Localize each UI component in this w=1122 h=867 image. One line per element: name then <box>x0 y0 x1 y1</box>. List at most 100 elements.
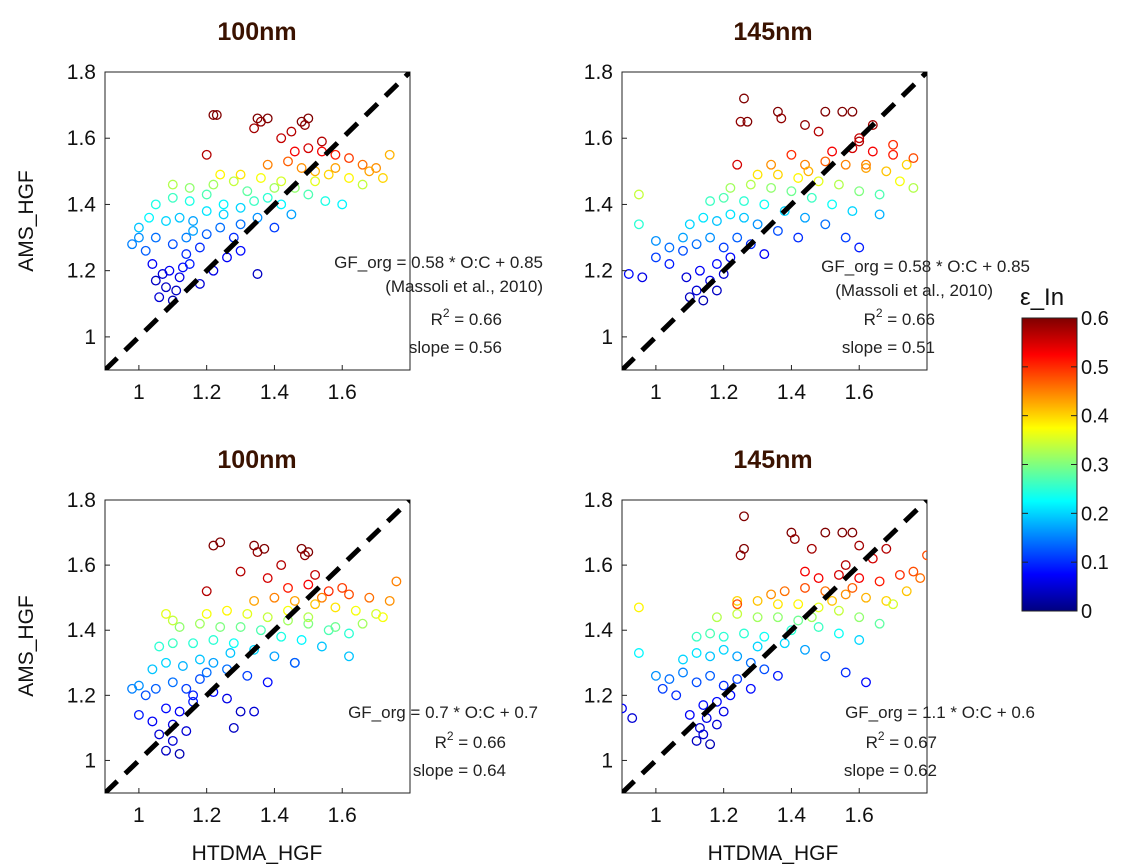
data-point <box>181 249 192 260</box>
data-point <box>377 612 388 623</box>
y-tick-label: 1.2 <box>67 684 96 707</box>
data-point <box>861 592 871 603</box>
data-point <box>752 612 763 623</box>
x-tick-label: 1.6 <box>845 804 874 827</box>
data-point <box>691 735 702 746</box>
data-point <box>303 113 314 124</box>
data-point <box>255 173 266 183</box>
data-point <box>330 163 341 173</box>
data-point <box>161 608 171 619</box>
data-point <box>218 199 229 210</box>
data-point <box>299 550 310 561</box>
panel-1-r2-exponent: 2 <box>876 306 883 320</box>
data-point <box>711 612 722 623</box>
data-point <box>827 146 838 157</box>
data-point <box>184 182 195 193</box>
data-point <box>208 179 219 190</box>
data-point <box>793 232 804 243</box>
panel-0-y-ticks: 1 1.2 1.4 1.6 1.8 <box>67 61 110 349</box>
data-point <box>623 269 634 279</box>
data-point <box>786 149 797 160</box>
data-point <box>323 169 334 180</box>
data-point <box>691 677 702 688</box>
panel-0-r2: R2 = 0.66 <box>431 306 502 329</box>
data-point <box>657 683 668 694</box>
data-point <box>650 252 661 263</box>
data-point <box>154 641 165 652</box>
panel-1-title: 145nm <box>733 18 812 46</box>
data-point <box>854 136 865 147</box>
data-point <box>739 543 749 554</box>
y-tick-label: 1 <box>84 326 96 349</box>
data-point <box>249 644 260 655</box>
data-point <box>330 622 341 632</box>
x-tick-label: 1.2 <box>192 804 221 827</box>
y-tick-label: 1 <box>601 326 613 349</box>
data-point <box>840 667 851 678</box>
data-point <box>820 527 831 538</box>
data-point <box>725 209 736 220</box>
data-point <box>133 232 144 243</box>
data-point <box>705 232 716 243</box>
data-point <box>235 219 246 230</box>
colorbar-tick-label: 0.1 <box>1081 552 1109 574</box>
data-point <box>188 225 199 236</box>
y-tick-label: 1 <box>601 749 613 772</box>
panel-1: 145nm 1 1.2 1.4 1.6 1.8 1 1.2 1.4 1.6 GF_org = … <box>584 18 1030 404</box>
x-tick-label: 1.4 <box>260 381 290 404</box>
data-point <box>337 199 348 210</box>
data-point <box>922 550 927 561</box>
data-point <box>867 146 878 157</box>
data-point <box>622 703 627 714</box>
data-point <box>201 229 212 240</box>
data-point <box>235 202 246 213</box>
panel-1-equation: GF_org = 0.58 * O:C + 0.85 <box>821 257 1030 276</box>
panel-2-xlabel: HTDMA_HGF <box>192 842 323 865</box>
data-point <box>262 573 273 584</box>
data-point <box>705 670 716 681</box>
data-point <box>316 641 327 652</box>
data-point <box>310 599 321 610</box>
data-point <box>786 186 797 197</box>
data-point <box>772 612 783 623</box>
data-point <box>167 179 178 190</box>
data-point <box>235 706 246 717</box>
data-point <box>140 245 151 256</box>
data-point <box>698 295 709 306</box>
data-point <box>650 235 661 246</box>
data-point <box>894 176 905 187</box>
data-point <box>384 149 395 160</box>
data-point <box>772 670 783 681</box>
data-point <box>901 586 912 597</box>
data-point <box>745 239 756 250</box>
data-point <box>772 169 783 180</box>
data-point <box>194 654 205 665</box>
data-point <box>759 631 770 642</box>
data-point <box>171 285 182 296</box>
data-point <box>174 622 185 632</box>
data-point <box>806 543 817 554</box>
data-point <box>276 176 287 187</box>
data-point <box>732 651 743 662</box>
data-point <box>745 179 756 190</box>
panel-2-ylabel: AMS_HGF <box>15 595 38 697</box>
data-point <box>800 120 810 130</box>
data-point <box>664 674 675 685</box>
data-point <box>888 149 899 160</box>
colorbar-tick-label: 0 <box>1081 601 1092 623</box>
data-point <box>262 677 273 688</box>
data-point <box>364 592 375 603</box>
x-tick-label: 1.2 <box>192 381 221 404</box>
data-point <box>208 635 219 645</box>
panel-0-title: 100nm <box>217 18 296 46</box>
data-point <box>133 680 144 691</box>
data-point <box>194 618 205 629</box>
panel-0: 100nm 1 1.2 1.4 1.6 1.8 1 1.2 1.4 1.6 AMS_HGF G… <box>15 18 543 404</box>
data-point <box>691 285 702 296</box>
data-point <box>881 543 892 554</box>
data-point <box>718 192 729 203</box>
panel-1-slope: slope = 0.51 <box>842 338 935 357</box>
data-point <box>705 628 716 639</box>
data-point <box>286 209 297 220</box>
